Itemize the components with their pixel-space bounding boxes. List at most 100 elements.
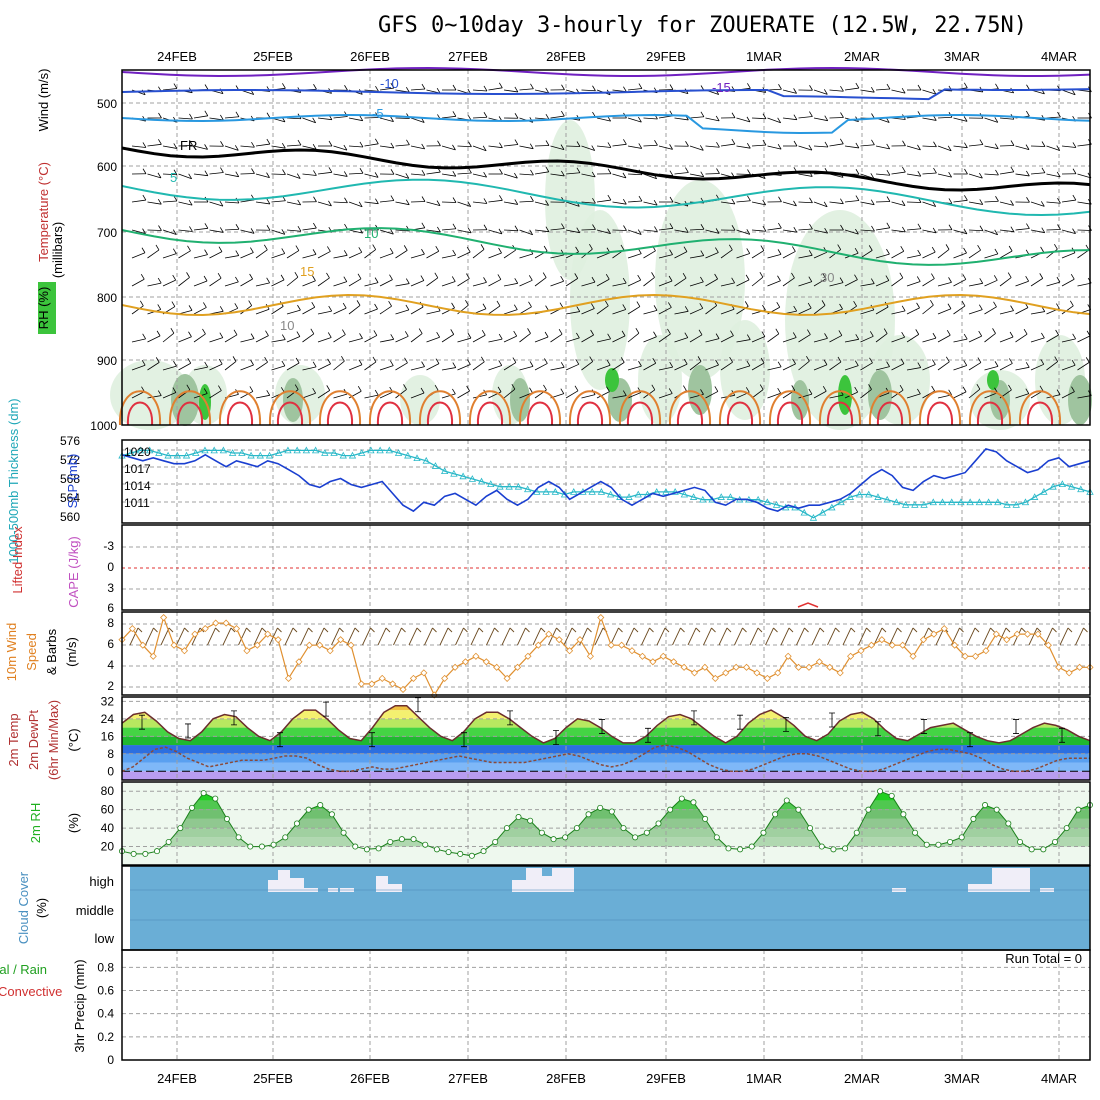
wind-barb-flag	[806, 355, 810, 362]
wind-barb-flag	[389, 360, 394, 366]
wind-barb	[364, 201, 379, 205]
thickness-point	[210, 446, 218, 454]
wind-barb-flag	[187, 245, 191, 251]
wind-barb-flag	[220, 167, 224, 173]
thickness-point	[487, 480, 495, 487]
wind-barb	[240, 338, 255, 343]
wind-barb-flag	[357, 386, 362, 392]
wind10-point	[482, 658, 490, 666]
wind-barb-flag	[373, 330, 378, 336]
isotherm-20	[1018, 390, 1062, 426]
wind10-point	[982, 647, 990, 655]
rh-tick: 80	[101, 784, 115, 798]
rh-point	[947, 838, 954, 845]
li-tick: 6	[107, 601, 114, 615]
wind-barb-flag	[623, 86, 627, 92]
wind-barb	[565, 229, 580, 234]
wind10-barb-flag	[277, 627, 282, 633]
isotherm-20	[218, 390, 262, 426]
wind10-point	[951, 641, 959, 649]
li-blip	[797, 602, 819, 608]
wind10-barb-flag	[804, 627, 809, 633]
wind-barb-flag	[700, 276, 704, 283]
wind-barb	[829, 143, 844, 147]
wind-barb-flag	[313, 170, 317, 176]
wind-barb-flag	[979, 199, 984, 205]
pressure-tick: 600	[97, 160, 117, 174]
wind-barb	[891, 363, 905, 371]
wind10-point	[971, 652, 980, 660]
wind10-point	[753, 669, 761, 677]
wind-barb	[441, 307, 455, 315]
wind-barb-flag	[173, 83, 178, 89]
wind-barb	[441, 254, 456, 259]
wind-barb	[999, 310, 1014, 315]
wind-barb-flag	[514, 278, 519, 284]
wind-barb-flag	[700, 389, 704, 395]
date-label-top: 1MAR	[746, 49, 782, 64]
wind-barb-flag	[775, 328, 780, 334]
wind10-barb-flag	[974, 627, 980, 633]
wind10-barb-flag	[912, 627, 918, 633]
pressure-tick: 900	[97, 354, 117, 368]
wind-barb-flag	[669, 196, 674, 203]
wind-barb	[736, 200, 751, 203]
wind-barb	[953, 365, 967, 371]
wind-barb	[860, 250, 873, 259]
wind-barb	[193, 173, 208, 177]
isotherm-minus10	[121, 88, 1091, 101]
wind-barb	[798, 201, 813, 204]
title-text: GFS 0~10day 3-hourly for ZOUERATE (12.5W…	[378, 13, 1027, 38]
wind-barb-flag	[620, 357, 625, 363]
wind-barb-flag	[777, 388, 781, 394]
wind-barb	[193, 227, 208, 231]
wind-barb	[891, 201, 906, 207]
wind-barb-flag	[281, 334, 286, 340]
wind-barb-flag	[917, 249, 922, 256]
wind-barb	[782, 117, 797, 121]
wind-barb	[457, 390, 470, 399]
wind-barb	[131, 278, 145, 287]
wind-barb-flag	[638, 195, 643, 202]
wind-barb	[813, 337, 828, 343]
cloud-clear-block	[268, 880, 278, 892]
wind-barb	[798, 228, 813, 231]
wind-barb	[829, 89, 844, 92]
wind-barb-flag	[838, 330, 843, 336]
wind-barb-flag	[452, 223, 457, 229]
thickness-point	[256, 451, 264, 459]
wind-barb-flag	[948, 198, 953, 204]
wind10-barb-flag	[292, 627, 298, 633]
wind-barb-flag	[545, 226, 550, 232]
rh-point	[585, 811, 592, 818]
wind10-barb-flag	[587, 627, 592, 633]
wind10-barb	[532, 627, 542, 646]
temp-band	[122, 771, 1090, 780]
wind-barb-flag	[576, 306, 581, 312]
wind-barb	[457, 304, 469, 315]
wind-barb	[922, 172, 937, 175]
temp-tick: 24	[101, 712, 115, 726]
rh-point	[270, 841, 277, 848]
isotherm-20	[518, 390, 562, 426]
wind-barb	[612, 282, 627, 287]
wind-barb	[147, 249, 160, 259]
wind-barb-flag	[186, 272, 190, 278]
wind-barb	[1046, 145, 1060, 151]
wind-barb	[674, 277, 687, 287]
wind10-barb	[625, 627, 635, 646]
wind-barb	[798, 334, 811, 343]
wind-barb	[1046, 361, 1058, 371]
wind-barb-flag	[682, 272, 687, 279]
wind-barb-flag	[358, 359, 363, 365]
wind-barb-flag	[823, 201, 828, 207]
wind-barb-flag	[249, 273, 253, 280]
wind-barb-flag	[948, 277, 952, 283]
wind-barb	[906, 228, 921, 231]
thickness-point	[1058, 480, 1067, 487]
wind-barb-flag	[809, 197, 813, 203]
wind-barb	[1046, 394, 1061, 399]
wind10-barb	[238, 627, 247, 646]
wind-barb-flag	[467, 201, 472, 207]
wind10-barb-flag	[571, 627, 577, 633]
